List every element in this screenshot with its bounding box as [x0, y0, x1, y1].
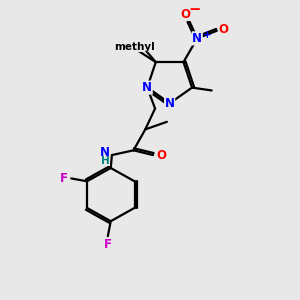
- Text: F: F: [104, 238, 112, 250]
- Text: O: O: [219, 23, 229, 36]
- Text: F: F: [60, 172, 68, 185]
- Text: O: O: [180, 8, 190, 21]
- Text: H: H: [100, 156, 109, 166]
- Text: N: N: [192, 32, 202, 45]
- Text: +: +: [203, 29, 212, 40]
- Text: −: −: [188, 2, 200, 17]
- Text: methyl: methyl: [114, 42, 154, 52]
- Text: N: N: [100, 146, 110, 159]
- Text: O: O: [156, 148, 166, 162]
- Text: N: N: [142, 81, 152, 94]
- Text: N: N: [165, 97, 175, 110]
